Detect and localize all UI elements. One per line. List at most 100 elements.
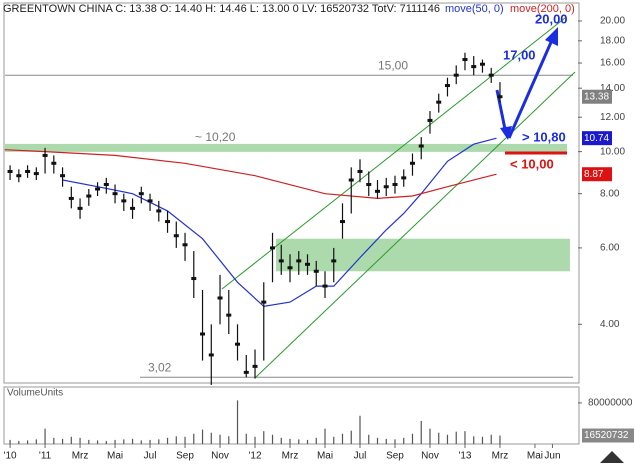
- candle-close: [270, 246, 276, 250]
- candle-close: [252, 364, 258, 368]
- candle-close: [401, 176, 407, 180]
- candle-close: [226, 313, 232, 317]
- candle-close: [444, 84, 450, 88]
- x-tick-label: Mrz: [492, 451, 509, 462]
- candle-close: [112, 192, 118, 196]
- x-tick-label: Mai: [107, 451, 123, 462]
- candle-close: [86, 194, 92, 198]
- channel-upper: [221, 17, 566, 290]
- candle-close: [235, 342, 241, 346]
- candle-close: [138, 192, 144, 196]
- candle-close: [366, 182, 372, 186]
- candle-close: [77, 206, 83, 210]
- candle-close: [51, 161, 57, 165]
- y-tick-label: 8.00: [600, 188, 620, 199]
- channel-lower: [254, 71, 576, 379]
- candle-close: [156, 209, 162, 213]
- candle-close: [462, 58, 468, 62]
- x-tick-label: '11: [39, 451, 52, 462]
- x-tick-label: Mrz: [72, 451, 89, 462]
- candle-close: [436, 100, 442, 104]
- price-tag-box: [582, 131, 612, 146]
- arrow-head: [500, 126, 512, 140]
- y-tick-label: 16.00: [600, 58, 625, 69]
- x-tick-label: Jul: [354, 451, 367, 462]
- candle-close: [147, 199, 153, 203]
- candle-close: [287, 266, 293, 270]
- level-label: ~ 10,20: [195, 130, 236, 144]
- candle-close: [95, 187, 101, 191]
- candle-close: [313, 269, 319, 273]
- y-tick-label: 10.00: [600, 146, 625, 157]
- candle-close: [165, 220, 171, 224]
- x-tick-label: Mai: [317, 451, 333, 462]
- candle-close: [68, 196, 74, 200]
- volume-tag: 16520732: [584, 430, 629, 441]
- v-tick-label: 80000000: [588, 398, 633, 409]
- y-tick-label: 4.00: [600, 319, 620, 330]
- candle-close: [331, 259, 337, 263]
- annotation: 20,00: [535, 11, 568, 26]
- candle-close: [409, 161, 415, 165]
- price-frame: [3, 2, 580, 384]
- candle-close: [130, 206, 136, 210]
- candle-close: [418, 144, 424, 148]
- volume-tag-box: [582, 428, 634, 443]
- x-tick-label: Nov: [211, 451, 229, 462]
- volume-frame: [3, 386, 580, 445]
- candle-close: [453, 73, 459, 77]
- candle-close: [208, 353, 214, 357]
- candle-close: [33, 172, 39, 176]
- y-tick-label: 6.00: [600, 243, 620, 254]
- arrow: [507, 39, 554, 139]
- price-tag: 8.87: [584, 169, 604, 180]
- candle-close: [191, 277, 197, 281]
- candle-close: [60, 174, 66, 178]
- ma-line: [62, 137, 497, 308]
- x-tick-label: '10: [4, 451, 17, 462]
- candle-close: [479, 62, 485, 66]
- candle-close: [200, 332, 206, 336]
- x-tick-label: '12: [248, 451, 261, 462]
- y-tick-label: 14.00: [600, 83, 625, 94]
- candle-close: [392, 182, 398, 186]
- candle-close: [261, 300, 267, 304]
- candle-close: [103, 182, 109, 186]
- candle-close: [173, 234, 179, 238]
- x-tick-label: Jul: [144, 451, 157, 462]
- y-tick-label: 18.00: [600, 35, 625, 46]
- x-tick-label: '13: [458, 451, 471, 462]
- candle-close: [427, 118, 433, 122]
- candle-close: [121, 199, 127, 203]
- candle-close: [357, 169, 363, 173]
- x-tick-label: Jun: [544, 451, 560, 462]
- arrow-head: [545, 27, 558, 46]
- annotation: < 10,00: [510, 156, 554, 171]
- candle-close: [348, 178, 354, 182]
- candle-close: [7, 169, 13, 173]
- y-tick-label: 12.00: [600, 112, 625, 123]
- x-tick-label: Sep: [386, 451, 404, 462]
- candle-close: [42, 153, 48, 157]
- candle-close: [322, 284, 328, 288]
- candle-close: [243, 370, 249, 374]
- x-tick-label: Nov: [421, 451, 439, 462]
- candle-close: [374, 189, 380, 193]
- candle-close: [16, 174, 22, 178]
- candle-close: [383, 185, 389, 189]
- price-tag-box: [582, 167, 612, 182]
- price-tag: 13.38: [584, 91, 609, 102]
- ma-line: [4, 149, 497, 200]
- x-tick-label: Mai: [527, 451, 543, 462]
- candle-close: [25, 169, 31, 173]
- x-tick-label: Sep: [176, 451, 194, 462]
- candle-close: [278, 259, 284, 263]
- candle-close: [488, 73, 494, 77]
- legend-entry: move(50, 0): [445, 3, 504, 15]
- annotation: > 10,80: [522, 129, 566, 144]
- annotation: 17,00: [503, 47, 536, 62]
- price-tag: 10.74: [584, 133, 609, 144]
- candle-close: [182, 243, 188, 247]
- candle-close: [305, 262, 311, 266]
